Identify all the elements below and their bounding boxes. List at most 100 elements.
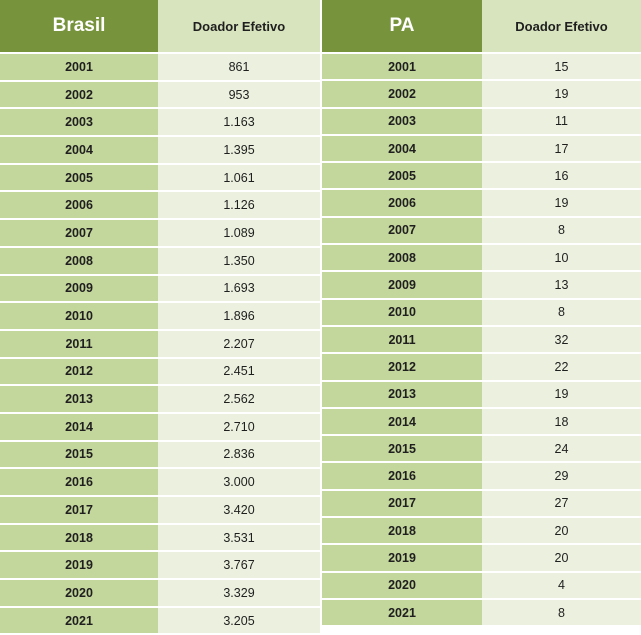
value-cell: 19	[482, 81, 641, 107]
year-cell: 2018	[0, 524, 158, 551]
year-cell: 2006	[0, 192, 158, 219]
pa-column-header: Doador Efetivo	[482, 0, 641, 52]
year-cell: 2001	[0, 54, 158, 80]
table-row: 2013 19	[322, 379, 641, 407]
value-cell: 15	[482, 54, 641, 80]
year-cell: 2016	[322, 463, 482, 489]
table-row: 2003 1.163	[0, 107, 320, 136]
pa-title: PA	[322, 0, 482, 52]
year-cell: 2010	[0, 303, 158, 329]
value-cell: 13	[482, 272, 641, 298]
value-cell: 18	[482, 408, 641, 435]
table-row: 2016 29	[322, 461, 641, 489]
table-row: 2009 1.693	[0, 273, 320, 302]
year-cell: 2018	[322, 518, 482, 544]
year-cell: 2012	[322, 354, 482, 380]
table-row: 2012 22	[322, 352, 641, 380]
year-cell: 2014	[0, 413, 158, 440]
table-row: 2015 2.836	[0, 439, 320, 468]
value-cell: 1.089	[158, 220, 320, 246]
table-row: 2019 20	[322, 543, 641, 571]
value-cell: 3.531	[158, 524, 320, 551]
value-cell: 2.836	[158, 441, 320, 468]
value-cell: 8	[482, 217, 641, 244]
value-cell: 4	[482, 572, 641, 598]
table-row: 2020 3.329	[0, 578, 320, 606]
brasil-title: Brasil	[0, 0, 158, 52]
table-row: 2020 4	[322, 570, 641, 598]
value-cell: 1.163	[158, 109, 320, 136]
year-cell: 2009	[0, 275, 158, 302]
table-row: 2001 861	[0, 52, 320, 80]
value-cell: 2.207	[158, 330, 320, 357]
value-cell: 11	[482, 108, 641, 134]
table-row: 2018 3.531	[0, 522, 320, 551]
year-cell: 2004	[322, 135, 482, 162]
value-cell: 27	[482, 490, 641, 517]
year-cell: 2017	[0, 497, 158, 523]
value-cell: 2.710	[158, 413, 320, 440]
value-cell: 3.329	[158, 580, 320, 606]
year-cell: 2013	[322, 381, 482, 407]
table-row: 2006 1.126	[0, 190, 320, 219]
year-cell: 2019	[0, 552, 158, 579]
year-cell: 2012	[0, 358, 158, 385]
value-cell: 22	[482, 354, 641, 380]
table-row: 2005 1.061	[0, 162, 320, 191]
table-row: 2009 13	[322, 270, 641, 298]
table-row: 2010 8	[322, 297, 641, 325]
year-cell: 2005	[0, 164, 158, 191]
year-cell: 2002	[0, 81, 158, 108]
value-cell: 1.061	[158, 164, 320, 191]
value-cell: 2.562	[158, 386, 320, 412]
table-row: 2016 3.000	[0, 467, 320, 495]
value-cell: 8	[482, 599, 641, 626]
table-row: 2019 3.767	[0, 550, 320, 579]
brasil-header: Brasil Doador Efetivo	[0, 0, 320, 52]
year-cell: 2021	[322, 599, 482, 626]
value-cell: 19	[482, 381, 641, 407]
value-cell: 17	[482, 135, 641, 162]
table-row: 2017 3.420	[0, 495, 320, 523]
table-row: 2013 2.562	[0, 384, 320, 412]
table-row: 2007 8	[322, 215, 641, 244]
year-cell: 2003	[0, 109, 158, 136]
value-cell: 861	[158, 54, 320, 80]
table-row: 2017 27	[322, 488, 641, 517]
year-cell: 2016	[0, 469, 158, 495]
table-row: 2011 32	[322, 324, 641, 353]
year-cell: 2007	[322, 217, 482, 244]
value-cell: 1.350	[158, 247, 320, 274]
value-cell: 32	[482, 326, 641, 353]
value-cell: 19	[482, 190, 641, 216]
brasil-table: Brasil Doador Efetivo 2001 861 2002 953 2003…	[0, 0, 320, 634]
value-cell: 29	[482, 463, 641, 489]
value-cell: 1.126	[158, 192, 320, 219]
pa-table: PA Doador Efetivo 2001 15 2002 19 2003 11 2004…	[322, 0, 641, 626]
table-row: 2014 18	[322, 406, 641, 435]
value-cell: 10	[482, 245, 641, 271]
year-cell: 2001	[322, 54, 482, 80]
value-cell: 3.000	[158, 469, 320, 495]
table-row: 2021 3.205	[0, 605, 320, 634]
year-cell: 2013	[0, 386, 158, 412]
value-cell: 953	[158, 81, 320, 108]
table-row: 2012 2.451	[0, 356, 320, 385]
value-cell: 3.420	[158, 497, 320, 523]
year-cell: 2010	[322, 299, 482, 325]
table-row: 2015 24	[322, 434, 641, 462]
year-cell: 2008	[322, 245, 482, 271]
year-cell: 2009	[322, 272, 482, 298]
year-cell: 2004	[0, 137, 158, 163]
brasil-table-body: 2001 861 2002 953 2003 1.163 2004 1.395 2005 1.06…	[0, 52, 320, 634]
year-cell: 2015	[0, 441, 158, 468]
brasil-column-header: Doador Efetivo	[158, 0, 320, 52]
table-row: 2008 10	[322, 243, 641, 271]
table-row: 2003 11	[322, 106, 641, 134]
table-row: 2005 16	[322, 161, 641, 189]
year-cell: 2017	[322, 490, 482, 517]
value-cell: 1.896	[158, 303, 320, 329]
year-cell: 2011	[322, 326, 482, 353]
table-row: 2004 1.395	[0, 135, 320, 163]
table-row: 2007 1.089	[0, 218, 320, 246]
